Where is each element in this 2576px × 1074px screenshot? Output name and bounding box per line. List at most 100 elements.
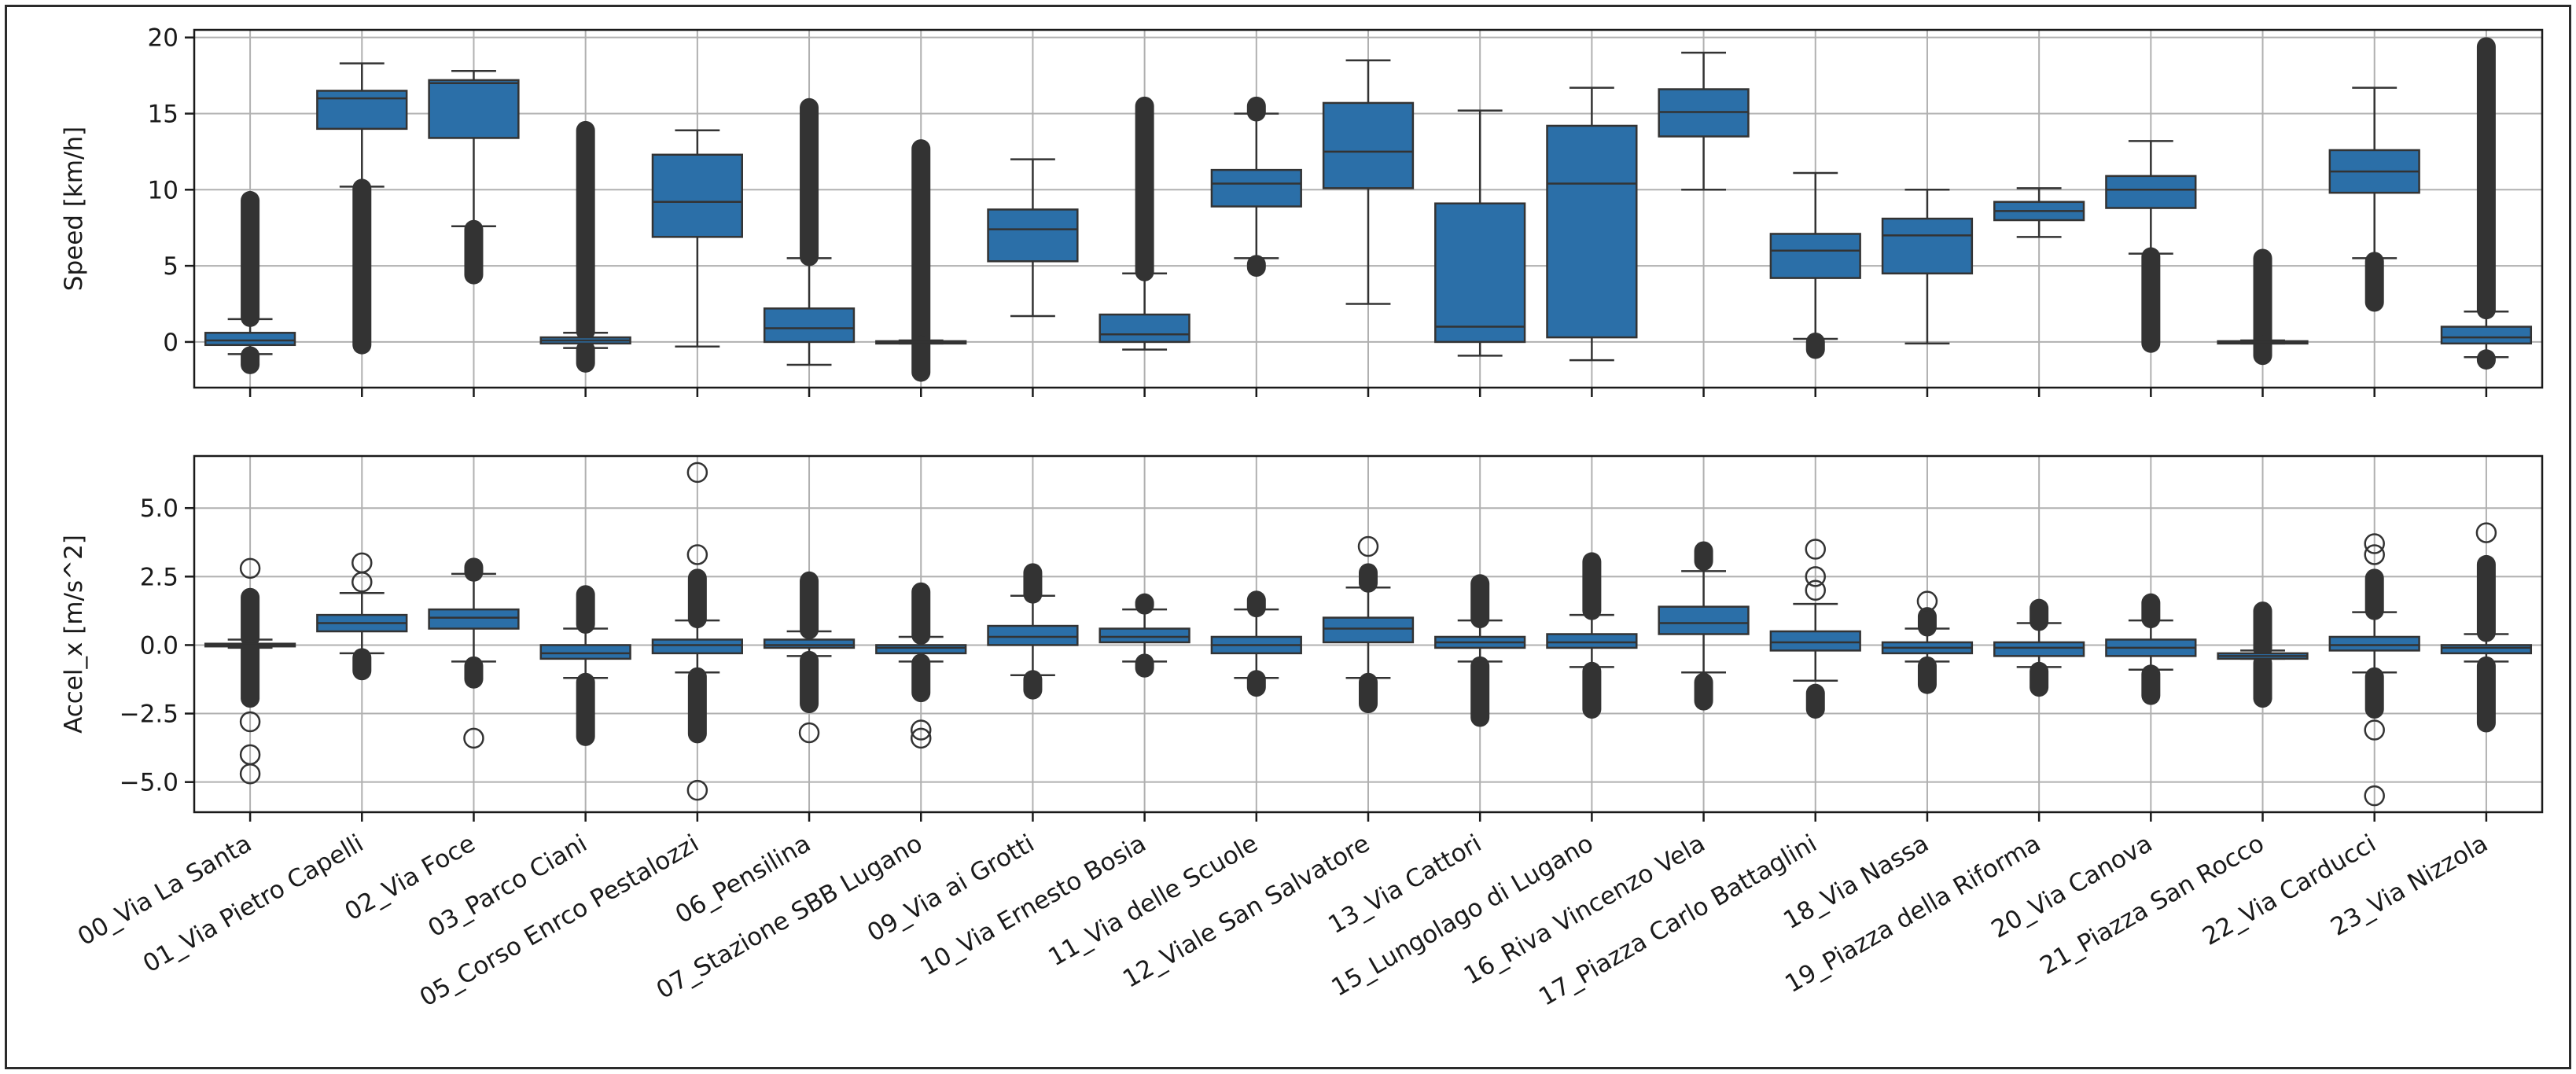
box-iqr [875,644,967,655]
box-iqr [204,332,296,347]
outlier-band [1917,656,1937,694]
outlier-band [2364,667,2384,719]
outlier-point [686,462,708,484]
outlier-band [800,97,819,267]
outlier-band [576,672,595,746]
box-12 [1546,86,1638,362]
outlier-band [1470,656,1490,727]
outlier-band [2364,252,2384,312]
outlier-band [576,120,595,341]
outlier-band [1246,670,1266,697]
outlier-band [241,346,260,374]
outlier-band [1246,96,1266,122]
outlier-point [239,763,261,785]
box-1 [316,62,408,355]
box-17 [2105,593,2197,705]
outlier-band [1135,593,1154,615]
outlier-band [2141,593,2161,629]
box-iqr [316,90,408,131]
box-16 [1993,598,2085,697]
box-10 [1322,535,1415,714]
box-iqr [2105,175,2197,209]
outlier-band [1694,541,1713,571]
outlier-band [352,648,372,681]
outlier-band [2253,653,2272,708]
box-20 [2440,37,2533,370]
box-iqr [1546,124,1638,339]
box-17 [2105,140,2197,353]
y-tick-label: −2.5 [120,701,178,729]
box-iqr [2440,326,2533,345]
outlier-band [1694,672,1713,711]
outlier-band [241,190,260,327]
box-13 [1658,51,1750,191]
y-tick-label: 5.0 [140,495,178,523]
y-axis-label: Accel_x [m/s^2] [60,535,88,734]
outlier-point [910,727,932,749]
axes-frame [193,454,2544,814]
outlier-band [911,139,931,348]
outlier-point [239,557,261,579]
outlier-band [800,650,819,714]
accel-panel: −5.0 −2.5 0.0 2.5 5.0 Accel_x [m/s^2] [60,454,2544,822]
outlier-band [911,582,931,645]
box-6 [875,582,967,749]
box-12 [1546,552,1638,719]
outlier-point [1805,539,1827,560]
outlier-band [352,178,372,355]
box-10 [1322,59,1415,305]
y-axis-label: Speed [km/h] [60,127,88,291]
box-14 [1769,539,1861,719]
box-iqr [763,638,856,649]
box-7 [987,563,1079,700]
box-iqr [428,608,520,630]
outlier-point [2364,533,2385,554]
outlier-band [1023,563,1043,604]
outlier-point [910,719,932,741]
outlier-point [2364,785,2385,807]
box-iqr [1098,627,1190,644]
outlier-band [1023,670,1043,700]
outlier-band [1917,607,1937,637]
box-5 [763,571,856,744]
box-iqr [1322,101,1415,189]
outlier-band [241,639,260,708]
box-16 [1993,187,2085,238]
outlier-band [1582,661,1602,719]
box-iqr [1658,605,1750,635]
box-iqr [763,307,856,344]
outlier-point [686,544,708,565]
box-6 [875,139,967,382]
outlier-band [2141,664,2161,705]
outlier-band [2030,598,2049,631]
outlier-band [2476,554,2496,642]
box-13 [1658,541,1750,711]
outlier-band [576,585,595,634]
outlier-band [911,653,931,703]
outlier-point [1357,535,1379,557]
axes-frame [193,28,2544,389]
box-4 [651,462,743,801]
box-iqr [2328,635,2420,652]
outlier-band [1246,590,1266,618]
outlier-point [2364,719,2385,741]
box-iqr [651,153,743,238]
outlier-band [464,219,484,285]
box-iqr [1769,233,1861,279]
outlier-point [239,711,261,733]
outlier-band [1470,574,1490,629]
outlier-point [1916,590,1938,612]
box-0 [204,557,296,785]
box-19 [2328,533,2420,807]
outlier-band [1805,683,1825,719]
box-3 [539,120,631,373]
box-iqr [2440,644,2533,655]
outlier-point [1805,566,1827,587]
outlier-band [1135,653,1154,678]
outlier-band [1359,672,1378,714]
outlier-point [798,722,820,744]
box-1 [316,552,408,681]
box-iqr [539,644,631,660]
